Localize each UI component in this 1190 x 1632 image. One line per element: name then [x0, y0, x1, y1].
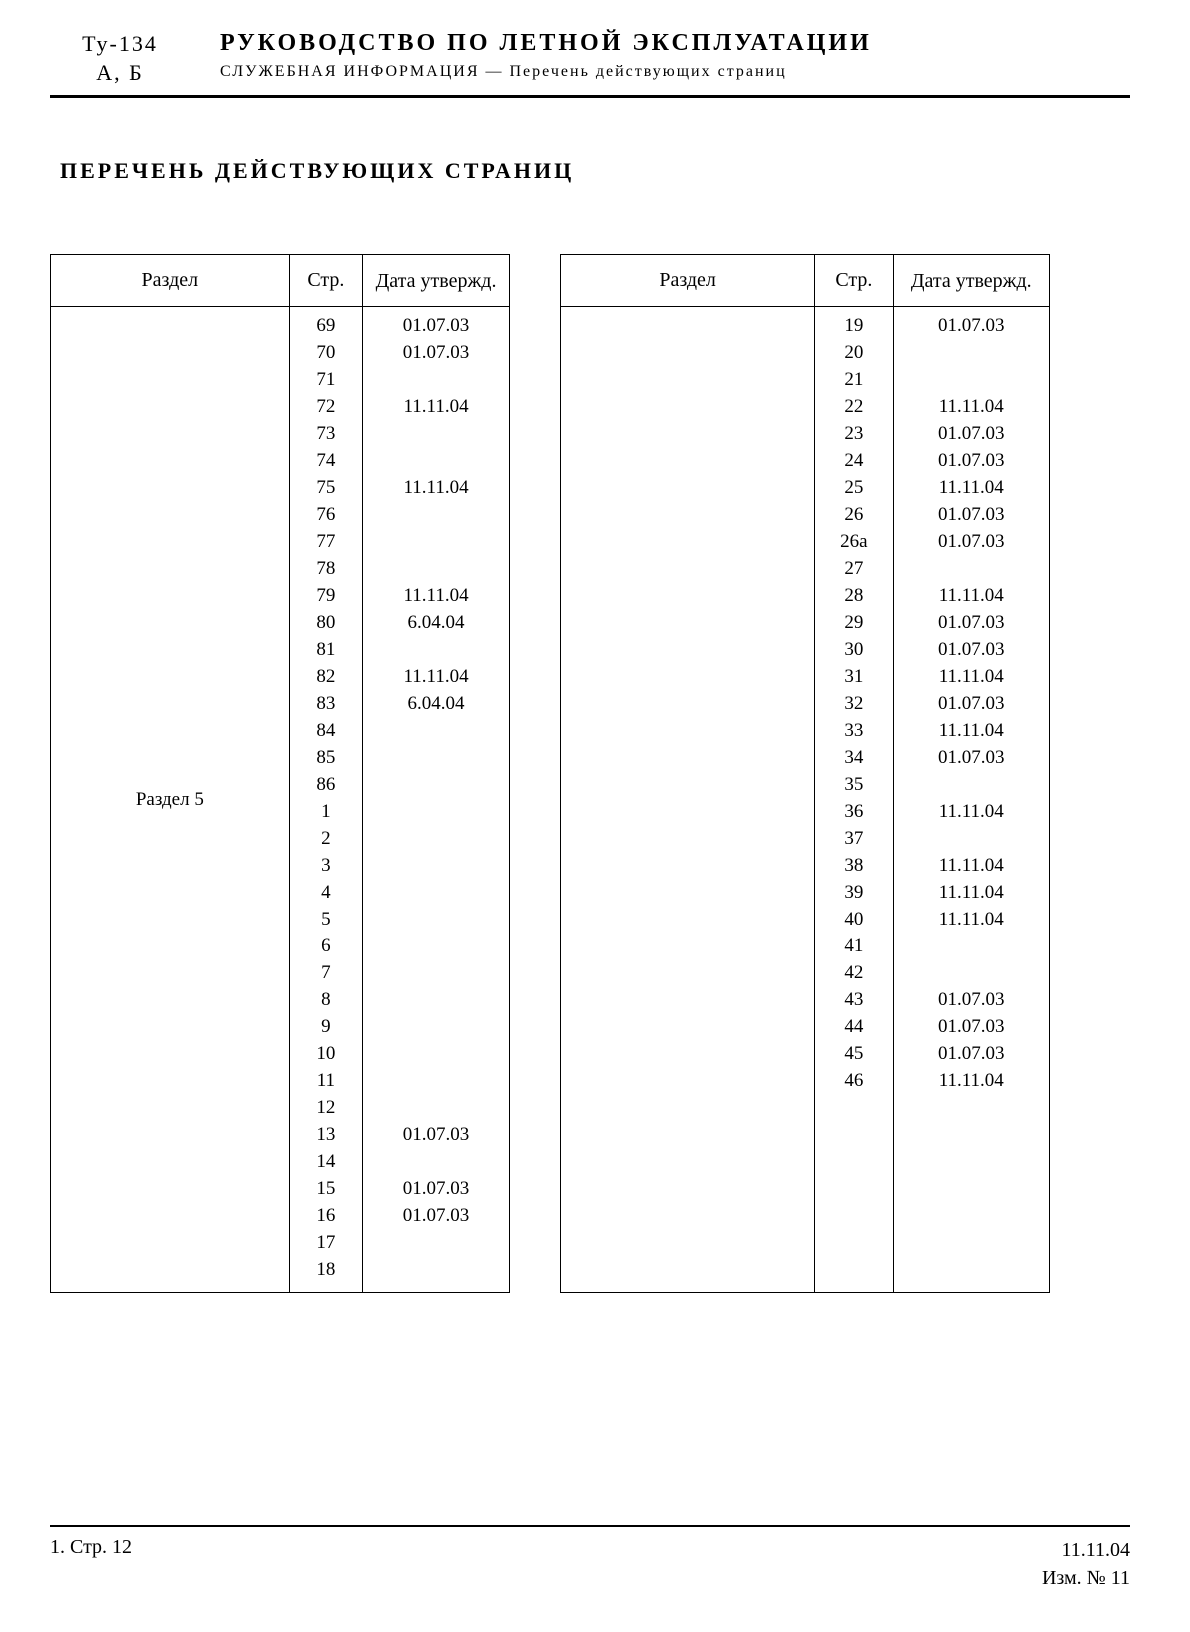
- dates-cell: 01.07.03 01.07.03 11.11.04 11.11.04 11.1…: [363, 307, 510, 1293]
- footer-rule: [50, 1525, 1130, 1527]
- table-body-row: Раздел 5 69 70 71 72 73 74 75 76 77 78 7…: [51, 307, 510, 1293]
- tables-container: Раздел Стр. Дата утвержд. Раздел 5 69 70…: [50, 254, 1130, 1293]
- header-rule: [50, 95, 1130, 98]
- col-header-section: Раздел: [51, 255, 290, 307]
- footer-date: 11.11.04: [1042, 1536, 1130, 1564]
- page-header: Ту-134 А, Б РУКОВОДСТВО ПО ЛЕТНОЙ ЭКСПЛУ…: [50, 30, 1130, 87]
- col-header-date: Дата утвержд.: [893, 255, 1049, 307]
- col-header-page: Стр.: [815, 255, 893, 307]
- main-title: РУКОВОДСТВО ПО ЛЕТНОЙ ЭКСПЛУАТАЦИИ: [220, 30, 1130, 57]
- dates-cell: 01.07.03 11.11.04 01.07.03 01.07.03 11.1…: [893, 307, 1049, 1293]
- left-table: Раздел Стр. Дата утвержд. Раздел 5 69 70…: [50, 254, 510, 1293]
- footer-left: 1. Стр. 12: [50, 1536, 132, 1592]
- footer-revision: Изм. № 11: [1042, 1564, 1130, 1592]
- table-header-row: Раздел Стр. Дата утвержд.: [561, 255, 1050, 307]
- section-cell: [561, 307, 815, 1293]
- sub-title: СЛУЖЕБНАЯ ИНФОРМАЦИЯ — Перечень действую…: [220, 63, 1130, 81]
- pages-cell: 69 70 71 72 73 74 75 76 77 78 79 80 81 8…: [289, 307, 362, 1293]
- table-body-row: 19 20 21 22 23 24 25 26 26а 27 28 29 30 …: [561, 307, 1050, 1293]
- section-cell: Раздел 5: [51, 307, 290, 1293]
- footer-right: 11.11.04 Изм. № 11: [1042, 1536, 1130, 1592]
- aircraft-type-line1: Ту-134: [50, 30, 190, 59]
- section-title: ПЕРЕЧЕНЬ ДЕЙСТВУЮЩИХ СТРАНИЦ: [60, 158, 1130, 184]
- header-titles: РУКОВОДСТВО ПО ЛЕТНОЙ ЭКСПЛУАТАЦИИ СЛУЖЕ…: [190, 30, 1130, 81]
- col-header-date: Дата утвержд.: [363, 255, 510, 307]
- col-header-page: Стр.: [289, 255, 362, 307]
- pages-cell: 19 20 21 22 23 24 25 26 26а 27 28 29 30 …: [815, 307, 893, 1293]
- table-header-row: Раздел Стр. Дата утвержд.: [51, 255, 510, 307]
- page-footer: 1. Стр. 12 11.11.04 Изм. № 11: [50, 1536, 1130, 1592]
- right-table: Раздел Стр. Дата утвержд. 19 20 21 22 23…: [560, 254, 1050, 1293]
- aircraft-type-line2: А, Б: [50, 59, 190, 88]
- aircraft-type: Ту-134 А, Б: [50, 30, 190, 87]
- col-header-section: Раздел: [561, 255, 815, 307]
